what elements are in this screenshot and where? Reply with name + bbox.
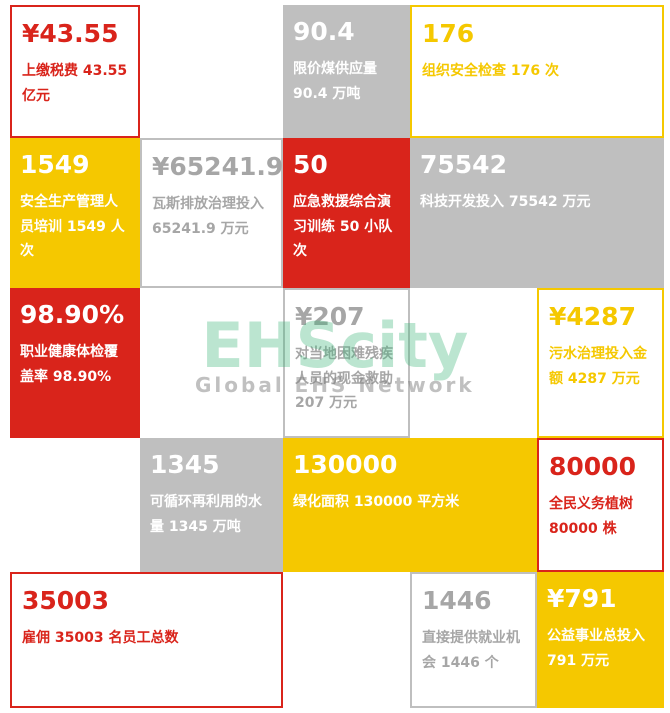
tile-text: 科技开发投入 75542 万元 <box>420 194 591 210</box>
tile-text: 上缴税费 43.55 亿元 <box>22 63 128 104</box>
tile: ¥43.55 上缴税费 43.55 亿元 <box>10 5 140 138</box>
tile-value: 1345 <box>150 450 220 479</box>
tile: 98.90% 职业健康体检覆盖率 98.90% <box>10 288 140 438</box>
tile-value: 1446 <box>422 586 492 615</box>
tile-text: 限价煤供应量 90.4 万吨 <box>293 61 377 102</box>
tile-value: 75542 <box>420 150 507 179</box>
tile: ¥4287 污水治理投入金额 4287 万元 <box>537 288 664 438</box>
tile-value: 176 <box>422 19 475 48</box>
tile: ¥65241.9 瓦斯排放治理投入 65241.9 万元 <box>140 138 283 288</box>
tile-text: 全民义务植树 80000 株 <box>549 496 633 537</box>
tile-value: 35003 <box>22 586 109 615</box>
tile-value: 50 <box>293 150 328 179</box>
tile-text: 瓦斯排放治理投入 65241.9 万元 <box>152 196 264 237</box>
tile-value: ¥65241.9 <box>152 152 284 181</box>
tile: 75542 科技开发投入 75542 万元 <box>410 138 664 288</box>
tile: 80000 全民义务植树 80000 株 <box>537 438 664 572</box>
tile-value: 90.4 <box>293 17 355 46</box>
tile-value: 98.90% <box>20 300 125 329</box>
tile-text: 可循环再利用的水量 1345 万吨 <box>150 494 262 535</box>
tile: ¥791 公益事业总投入 791 万元 <box>537 572 664 708</box>
tile: 35003 雇佣 35003 名员工总数 <box>10 572 283 708</box>
tile-text: 组织安全检查 176 次 <box>422 63 559 79</box>
tile-value: ¥4287 <box>549 302 636 331</box>
tile-value: 1549 <box>20 150 90 179</box>
tile-text: 直接提供就业机会 1446 个 <box>422 630 520 671</box>
tile-text: 应急救援综合演习训练 50 小队次 <box>293 194 393 259</box>
tile: 1446 直接提供就业机会 1446 个 <box>410 572 537 708</box>
tile-value: ¥207 <box>295 302 365 331</box>
tile-text: 职业健康体检覆盖率 98.90% <box>20 344 118 385</box>
tile-text: 公益事业总投入 791 万元 <box>547 628 645 669</box>
tile-text: 绿化面积 130000 平方米 <box>293 494 460 510</box>
tile-text: 污水治理投入金额 4287 万元 <box>549 346 647 387</box>
tile: 176 组织安全检查 176 次 <box>410 5 664 138</box>
tile-text: 对当地困难残疾人员的现金救助 207 万元 <box>295 346 393 411</box>
tile-value: ¥791 <box>547 584 617 613</box>
tile-text: 雇佣 35003 名员工总数 <box>22 630 179 646</box>
tile-value: 80000 <box>549 452 636 481</box>
tile: ¥207 对当地困难残疾人员的现金救助 207 万元 <box>283 288 410 438</box>
tile: 90.4 限价煤供应量 90.4 万吨 <box>283 5 410 138</box>
tile-text: 安全生产管理人员培训 1549 人次 <box>20 194 125 259</box>
tile: 1345 可循环再利用的水量 1345 万吨 <box>140 438 283 572</box>
tile-value: ¥43.55 <box>22 19 119 48</box>
tile-value: 130000 <box>293 450 398 479</box>
tile: 1549 安全生产管理人员培训 1549 人次 <box>10 138 140 288</box>
tile: 130000 绿化面积 130000 平方米 <box>283 438 537 572</box>
tile: 50 应急救援综合演习训练 50 小队次 <box>283 138 410 288</box>
